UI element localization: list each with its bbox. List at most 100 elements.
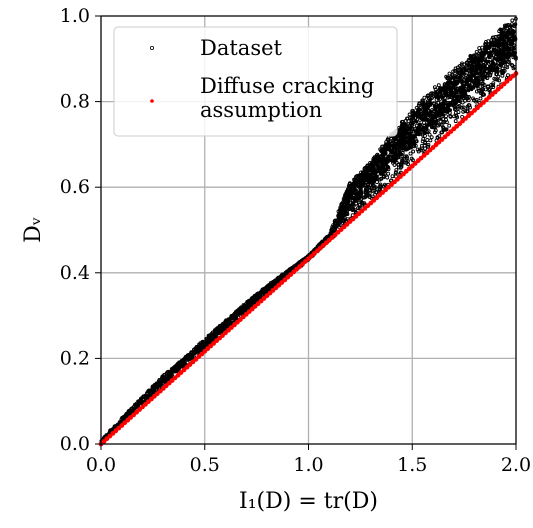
dataset-point <box>482 51 487 56</box>
dataset-point <box>487 55 491 59</box>
dataset-point <box>392 162 397 167</box>
dataset-point <box>376 154 380 158</box>
dataset-point <box>433 105 437 110</box>
dataset-point <box>465 94 470 99</box>
dataset-point <box>491 38 496 43</box>
dataset-point <box>274 278 279 283</box>
dataset-point <box>436 104 440 108</box>
dataset-point <box>288 266 293 271</box>
dataset-point <box>394 146 399 150</box>
dataset-point <box>271 283 276 288</box>
dataset-point <box>191 349 196 354</box>
dataset-point <box>387 155 391 160</box>
dataset-point <box>280 273 285 277</box>
dataset-point <box>460 81 464 85</box>
dataset-point <box>342 213 346 217</box>
dataset-point <box>407 145 412 149</box>
dataset-point <box>423 113 428 118</box>
dataset-point <box>458 88 463 93</box>
dataset-point <box>229 316 234 321</box>
dataset-point <box>359 201 364 205</box>
dataset-point <box>491 85 496 89</box>
dataset-point <box>448 114 453 118</box>
dataset-point <box>399 142 403 147</box>
dataset-point <box>438 107 443 111</box>
dataset-point <box>366 175 370 179</box>
dataset-point <box>453 119 458 124</box>
dataset-point <box>347 189 351 193</box>
dataset-point <box>235 312 240 317</box>
dataset-point <box>412 140 417 144</box>
dataset-point <box>422 107 426 111</box>
dataset-point <box>403 118 408 123</box>
legend-label-line: Diffuse cracking <box>200 74 374 98</box>
dataset-point <box>367 188 372 193</box>
dataset-point <box>264 284 269 289</box>
dataset-point <box>353 209 358 214</box>
dataset-point <box>420 98 425 103</box>
dataset-point <box>430 116 435 121</box>
dataset-point <box>439 117 443 121</box>
dataset-point <box>401 133 406 138</box>
dataset-point <box>425 105 430 110</box>
axis-ticks: 0.0 0.5 1.0 1.5 2.0 0.0 0.2 0.4 0.6 0.8 1.0 <box>60 5 531 476</box>
dataset-point <box>378 185 383 190</box>
dataset-point <box>498 48 503 52</box>
dataset-point <box>361 180 366 185</box>
dataset-point <box>412 112 417 117</box>
dataset-point <box>468 67 473 72</box>
dataset-point <box>364 188 368 192</box>
dataset-point <box>359 191 364 196</box>
dataset-point <box>495 43 499 48</box>
dataset-point <box>436 96 441 101</box>
dataset-point <box>276 275 281 280</box>
x-tick-label: 1.5 <box>397 454 427 476</box>
dataset-point <box>510 18 515 23</box>
dataset-point <box>451 98 456 102</box>
dataset-point <box>466 63 470 67</box>
dataset-point <box>444 120 449 125</box>
dataset-point <box>505 62 510 67</box>
dataset-point <box>352 186 356 191</box>
dataset-point <box>469 60 474 64</box>
dataset-point <box>453 79 458 84</box>
dataset-point <box>334 218 339 223</box>
dataset-point <box>469 87 474 92</box>
dataset-point <box>474 76 478 81</box>
dataset-point <box>509 62 514 67</box>
dataset-point <box>436 123 441 128</box>
y-tick-label: 0.8 <box>60 91 90 113</box>
dataset-point <box>428 103 433 107</box>
dataset-point <box>506 53 511 58</box>
dataset-point <box>477 56 482 60</box>
dataset-point <box>498 27 503 32</box>
dataset-point <box>385 159 390 164</box>
dataset-point <box>329 227 334 232</box>
dataset-point <box>384 143 389 147</box>
dataset-point <box>423 146 428 151</box>
dataset-point <box>463 98 467 103</box>
dataset-point <box>439 89 443 94</box>
dataset-point <box>224 320 229 325</box>
dataset-point <box>238 308 243 313</box>
dataset-point <box>478 96 483 101</box>
dataset-point <box>485 45 490 49</box>
dataset-point <box>481 78 485 82</box>
dataset-point <box>485 71 490 76</box>
dataset-point <box>391 159 396 163</box>
dataset-point <box>483 59 488 63</box>
dataset-point <box>416 109 421 114</box>
dataset-point <box>397 149 402 153</box>
x-tick-label: 2.0 <box>501 454 531 476</box>
dataset-point <box>483 47 487 51</box>
dataset-point <box>197 347 202 351</box>
dataset-point <box>153 384 158 389</box>
dataset-point <box>413 143 418 148</box>
y-axis-label: Dᵥ <box>21 217 46 243</box>
dataset-point <box>449 88 453 92</box>
dataset-point <box>486 59 491 64</box>
dataset-point <box>393 170 398 175</box>
dataset-point <box>456 110 461 115</box>
dataset-point <box>351 207 355 212</box>
